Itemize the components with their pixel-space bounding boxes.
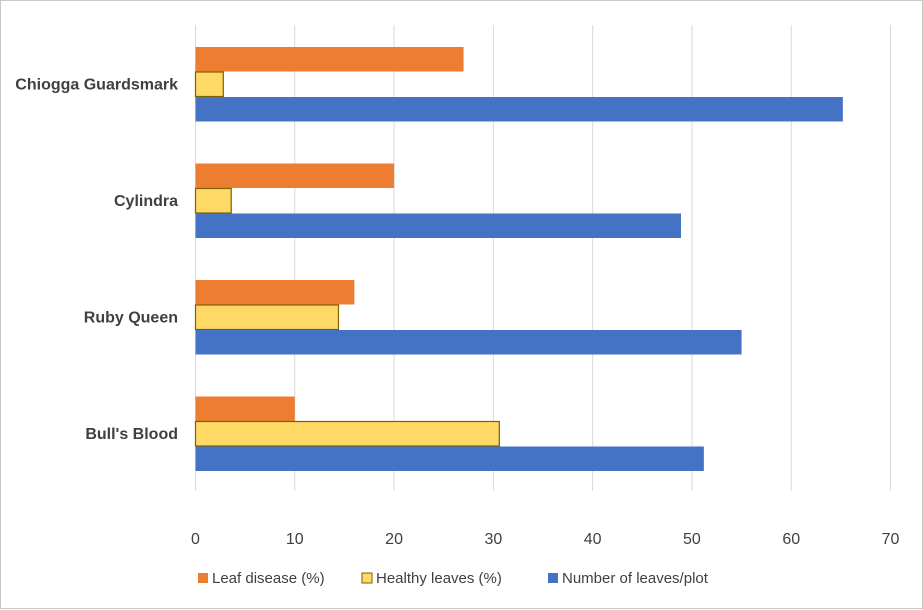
- category-label: Ruby Queen: [84, 310, 178, 327]
- bar-cylindra-series-1: [195, 163, 395, 188]
- category-label: Bull's Blood: [85, 426, 178, 443]
- x-tick-label: 30: [484, 531, 502, 548]
- legend-swatch-1: [198, 573, 208, 583]
- bar-chiogga-guardsmark-series-2: [194, 71, 224, 98]
- legend-label-2: Healthy leaves (%): [376, 570, 502, 587]
- bar-ruby-queen-series-2: [194, 304, 340, 331]
- bar-chiogga-guardsmark-series-1: [195, 47, 464, 72]
- bar-ruby-queen-series-1: [195, 280, 355, 305]
- bar-bull-s-blood-series-1: [195, 396, 295, 421]
- bar-chiogga-guardsmark-series-3: [195, 97, 843, 122]
- bar-bull-s-blood-series-3: [195, 446, 704, 471]
- x-tick-label: 0: [191, 531, 200, 548]
- bar-ruby-queen-series-3: [195, 330, 742, 355]
- x-tick-label: 20: [385, 531, 403, 548]
- bars: [194, 47, 843, 471]
- legend-label-3: Number of leaves/plot: [562, 570, 709, 587]
- legend-swatch-2: [361, 572, 373, 584]
- x-tick-label: 70: [882, 531, 900, 548]
- x-tick-label: 10: [286, 531, 304, 548]
- category-label: Chiogga Guardsmark: [15, 77, 178, 94]
- bar-bull-s-blood-series-2: [194, 420, 500, 447]
- category-label: Cylindra: [114, 193, 178, 210]
- legend-label-1: Leaf disease (%): [212, 570, 325, 587]
- bar-cylindra-series-2: [194, 187, 232, 214]
- x-tick-label: 60: [782, 531, 800, 548]
- x-tick-label: 40: [584, 531, 602, 548]
- x-axis-tick-labels: 0 10 20 30 40 50 60 70: [191, 531, 899, 548]
- x-tick-label: 50: [683, 531, 701, 548]
- legend: Leaf disease (%) Healthy leaves (%) Number…: [198, 570, 709, 587]
- legend-swatch-3: [548, 573, 558, 583]
- category-labels: Chiogga Guardsmark Cylindra Ruby Queen Bull…: [15, 77, 178, 444]
- bar-cylindra-series-3: [195, 213, 682, 238]
